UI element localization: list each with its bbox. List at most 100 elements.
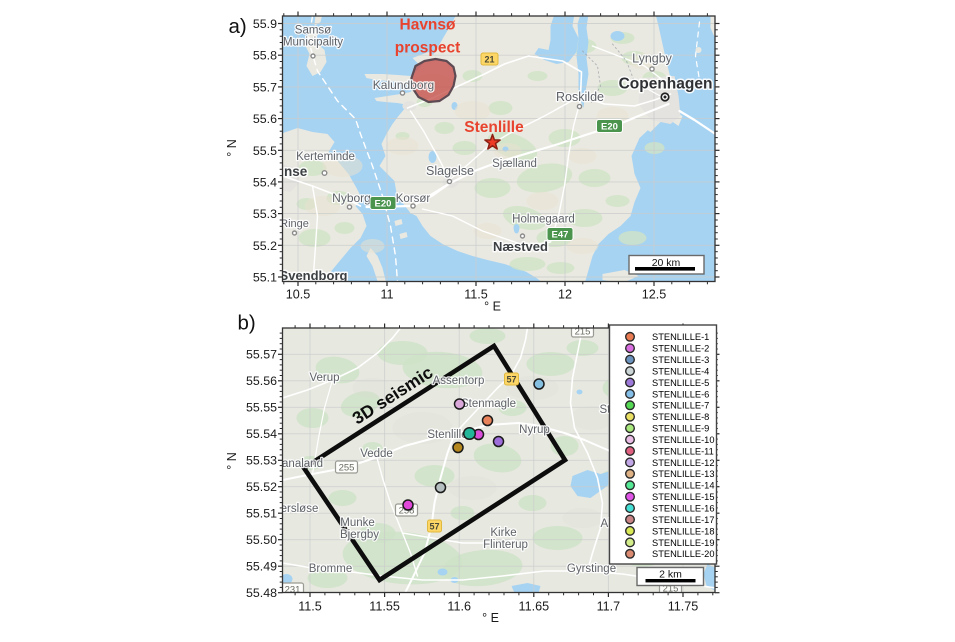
svg-text:a): a) xyxy=(229,15,247,38)
svg-text:Nyrup: Nyrup xyxy=(519,424,550,436)
svg-text:20 km: 20 km xyxy=(652,257,681,269)
svg-text:Sjælland: Sjælland xyxy=(492,158,537,170)
svg-text:Verup: Verup xyxy=(309,372,339,384)
svg-text:55.3: 55.3 xyxy=(253,207,277,221)
svg-text:Havnsø: Havnsø xyxy=(400,17,457,34)
svg-text:Kirke: Kirke xyxy=(490,527,516,539)
svg-text:255: 255 xyxy=(339,463,355,474)
svg-text:Bromme: Bromme xyxy=(309,563,352,575)
svg-text:STENLILLE-13: STENLILLE-13 xyxy=(652,469,715,479)
svg-text:55.55: 55.55 xyxy=(246,401,277,415)
svg-text:° N: ° N xyxy=(225,139,239,157)
svg-text:11.55: 11.55 xyxy=(369,600,400,614)
svg-text:STENLILLE-6: STENLILLE-6 xyxy=(652,389,709,399)
svg-text:Copenhagen: Copenhagen xyxy=(619,76,713,93)
svg-text:Verup: Verup xyxy=(309,372,339,384)
svg-text:nse: nse xyxy=(284,164,308,179)
svg-text:55.4: 55.4 xyxy=(253,175,277,189)
svg-text:55.50: 55.50 xyxy=(246,533,277,547)
svg-text:55.53: 55.53 xyxy=(246,454,277,468)
svg-text:11.75: 11.75 xyxy=(668,600,699,614)
svg-text:258: 258 xyxy=(399,506,415,517)
svg-text:° E: ° E xyxy=(484,300,501,314)
svg-text:Vedde: Vedde xyxy=(360,448,393,460)
svg-text:Stenmagle: Stenmagle xyxy=(461,398,516,410)
svg-text:STENLILLE-16: STENLILLE-16 xyxy=(652,504,715,514)
svg-text:Ringe: Ringe xyxy=(280,218,309,230)
svg-text:STENLILLE-8: STENLILLE-8 xyxy=(652,412,709,422)
svg-text:2 km: 2 km xyxy=(659,569,682,581)
svg-text:E20: E20 xyxy=(375,199,392,210)
svg-text:55.7: 55.7 xyxy=(253,80,277,94)
svg-text:STENLILLE-2: STENLILLE-2 xyxy=(652,344,709,354)
svg-text:55.48: 55.48 xyxy=(246,586,277,600)
svg-text:Flinterup: Flinterup xyxy=(483,539,528,551)
svg-text:11.5: 11.5 xyxy=(464,288,488,302)
svg-text:Stenmagle: Stenmagle xyxy=(461,398,516,410)
svg-text:11.65: 11.65 xyxy=(519,600,550,614)
svg-text:Bjergby: Bjergby xyxy=(340,529,379,541)
svg-text:Roskilde: Roskilde xyxy=(556,90,604,104)
svg-text:Slagelse: Slagelse xyxy=(426,164,474,178)
svg-text:Kerteminde: Kerteminde xyxy=(296,151,355,163)
svg-text:Municipality: Municipality xyxy=(283,37,343,49)
svg-text:Kalundborg: Kalundborg xyxy=(373,78,434,92)
svg-text:Ringe: Ringe xyxy=(280,218,309,230)
svg-text:nse: nse xyxy=(284,164,308,179)
svg-text:Vedde: Vedde xyxy=(360,448,393,460)
svg-text:Munke: Munke xyxy=(340,517,375,529)
svg-text:ersløse: ersløse xyxy=(281,503,319,515)
svg-text:Samsø: Samsø xyxy=(295,25,331,37)
svg-text:STENLILLE-12: STENLILLE-12 xyxy=(652,458,715,468)
svg-text:Svendborg: Svendborg xyxy=(280,268,348,283)
svg-text:STENLILLE-20: STENLILLE-20 xyxy=(652,549,715,559)
svg-text:° E: ° E xyxy=(482,611,499,625)
svg-text:Roskilde: Roskilde xyxy=(556,90,604,104)
svg-text:Slagelse: Slagelse xyxy=(426,164,474,178)
svg-text:Stenlille: Stenlille xyxy=(427,429,467,441)
svg-text:Bjergby: Bjergby xyxy=(340,529,379,541)
svg-text:STENLILLE-11: STENLILLE-11 xyxy=(652,446,714,456)
svg-text:55.8: 55.8 xyxy=(253,49,277,63)
svg-text:55.6: 55.6 xyxy=(253,112,277,126)
svg-text:STENLILLE-19: STENLILLE-19 xyxy=(652,538,715,548)
svg-text:12.5: 12.5 xyxy=(642,288,667,302)
svg-text:Assentorp: Assentorp xyxy=(433,375,485,387)
svg-text:55.49: 55.49 xyxy=(246,560,277,574)
svg-text:55.52: 55.52 xyxy=(246,480,277,494)
svg-text:Gyrstinge: Gyrstinge xyxy=(567,563,616,575)
svg-text:21: 21 xyxy=(484,55,494,65)
svg-text:Kerteminde: Kerteminde xyxy=(296,151,355,163)
svg-text:analand: analand xyxy=(282,458,323,470)
svg-text:STENLILLE-1: STENLILLE-1 xyxy=(652,332,709,342)
svg-text:Svendborg: Svendborg xyxy=(280,268,348,283)
svg-text:Municipality: Municipality xyxy=(283,37,343,49)
svg-text:55.57: 55.57 xyxy=(246,348,277,362)
svg-text:Næstved: Næstved xyxy=(493,239,548,254)
svg-text:231: 231 xyxy=(285,585,301,596)
svg-text:57: 57 xyxy=(429,522,439,532)
svg-text:STENLILLE-7: STENLILLE-7 xyxy=(652,401,709,411)
svg-text:STENLILLE-10: STENLILLE-10 xyxy=(652,435,715,445)
svg-text:Gyrstinge: Gyrstinge xyxy=(567,563,616,575)
svg-text:215: 215 xyxy=(663,584,679,595)
svg-text:° N: ° N xyxy=(225,452,239,470)
svg-text:Stenlille: Stenlille xyxy=(464,119,524,136)
svg-text:STENLILLE-18: STENLILLE-18 xyxy=(652,526,715,536)
svg-text:ersløse: ersløse xyxy=(281,503,319,515)
svg-text:Sjælland: Sjælland xyxy=(492,158,537,170)
svg-text:55.54: 55.54 xyxy=(246,427,277,441)
svg-text:10.5: 10.5 xyxy=(286,288,311,302)
svg-text:55.1: 55.1 xyxy=(253,271,277,285)
svg-text:Stenlille: Stenlille xyxy=(427,429,467,441)
svg-text:Bromme: Bromme xyxy=(309,563,352,575)
svg-text:STENLILLE-5: STENLILLE-5 xyxy=(652,378,709,388)
svg-text:Flinterup: Flinterup xyxy=(483,539,528,551)
svg-text:STENLILLE-9: STENLILLE-9 xyxy=(652,424,709,434)
svg-text:Assentorp: Assentorp xyxy=(433,375,485,387)
svg-text:STENLILLE-3: STENLILLE-3 xyxy=(652,355,709,365)
svg-text:55.56: 55.56 xyxy=(246,374,277,388)
svg-text:analand: analand xyxy=(282,458,323,470)
svg-text:STENLILLE-17: STENLILLE-17 xyxy=(652,515,715,525)
svg-text:11: 11 xyxy=(380,288,393,302)
